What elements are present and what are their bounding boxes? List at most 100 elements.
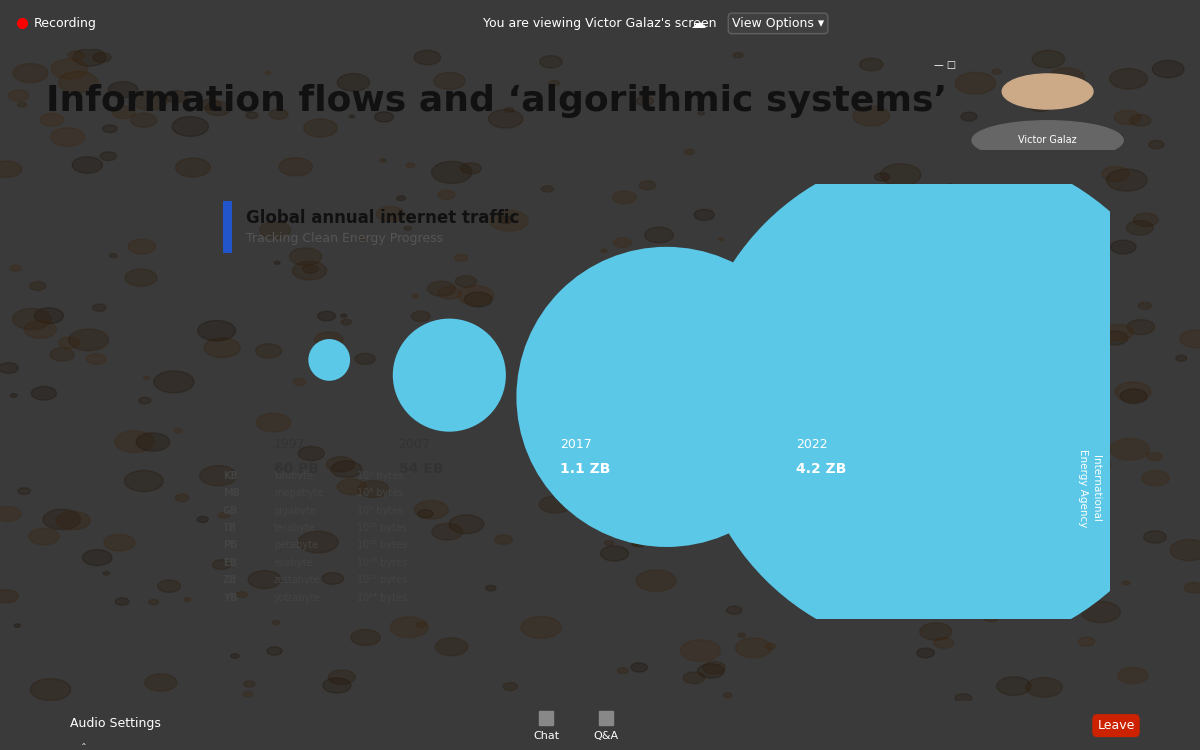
Circle shape (1127, 320, 1154, 334)
Circle shape (488, 110, 523, 128)
Circle shape (605, 301, 610, 304)
Circle shape (632, 539, 647, 547)
Circle shape (910, 433, 931, 445)
Circle shape (350, 629, 380, 646)
Circle shape (109, 254, 118, 257)
Circle shape (694, 209, 714, 220)
Circle shape (859, 370, 889, 386)
Circle shape (10, 266, 22, 272)
Circle shape (412, 311, 430, 322)
Circle shape (724, 693, 732, 698)
Circle shape (726, 606, 742, 614)
Text: 10³ bytes: 10³ bytes (356, 471, 403, 481)
Circle shape (68, 329, 108, 351)
Circle shape (103, 572, 109, 575)
Circle shape (432, 161, 472, 183)
Circle shape (272, 620, 280, 625)
Circle shape (934, 638, 954, 648)
Circle shape (703, 662, 726, 674)
Circle shape (916, 574, 931, 584)
Circle shape (550, 80, 559, 86)
Circle shape (830, 347, 846, 355)
Circle shape (1176, 356, 1187, 362)
Circle shape (374, 112, 394, 122)
Circle shape (244, 681, 256, 687)
Circle shape (18, 102, 26, 107)
Circle shape (875, 173, 889, 181)
Circle shape (738, 633, 745, 638)
Text: Q&A: Q&A (594, 731, 618, 741)
Circle shape (997, 676, 1031, 695)
Circle shape (996, 390, 1016, 400)
Circle shape (100, 152, 116, 160)
Circle shape (144, 376, 150, 380)
Circle shape (624, 421, 630, 424)
Circle shape (617, 668, 628, 674)
Circle shape (414, 50, 440, 64)
Circle shape (840, 560, 850, 565)
Text: 10⁹ bytes: 10⁹ bytes (356, 506, 403, 516)
Circle shape (0, 161, 22, 178)
Circle shape (337, 74, 370, 92)
Circle shape (59, 337, 79, 348)
Circle shape (1015, 236, 1038, 248)
Circle shape (733, 53, 743, 58)
Circle shape (1117, 668, 1148, 684)
Circle shape (125, 269, 157, 286)
Text: yottabyte: yottabyte (274, 592, 322, 603)
Circle shape (299, 531, 338, 553)
Circle shape (737, 465, 746, 470)
Text: International
Energy Agency: International Energy Agency (1078, 449, 1102, 527)
Circle shape (640, 181, 655, 190)
Circle shape (132, 91, 168, 110)
Circle shape (1084, 292, 1092, 296)
Circle shape (1134, 213, 1158, 226)
Circle shape (539, 496, 571, 513)
Text: 10²¹ bytes: 10²¹ bytes (356, 575, 407, 585)
Circle shape (198, 320, 235, 341)
Circle shape (644, 326, 680, 345)
Circle shape (694, 442, 733, 464)
Circle shape (314, 332, 343, 347)
Circle shape (946, 577, 974, 592)
Circle shape (636, 96, 654, 106)
Circle shape (14, 624, 20, 627)
Circle shape (184, 598, 191, 602)
Circle shape (505, 107, 514, 112)
Circle shape (737, 427, 761, 441)
Circle shape (944, 519, 965, 530)
Text: 2022: 2022 (796, 438, 828, 452)
Circle shape (953, 263, 983, 280)
Circle shape (355, 353, 376, 364)
Circle shape (1010, 372, 1032, 384)
Circle shape (397, 196, 406, 200)
Circle shape (1002, 74, 1093, 109)
Circle shape (197, 517, 209, 523)
Circle shape (218, 512, 229, 518)
Circle shape (30, 281, 46, 290)
Text: megabyte: megabyte (274, 488, 323, 498)
Circle shape (1027, 290, 1044, 299)
Circle shape (449, 514, 484, 533)
Circle shape (1170, 539, 1200, 560)
Circle shape (782, 340, 791, 344)
Circle shape (318, 311, 336, 321)
Circle shape (665, 382, 694, 398)
Circle shape (749, 480, 758, 485)
Circle shape (1147, 452, 1162, 460)
Text: zettabyte: zettabyte (274, 575, 320, 585)
Circle shape (438, 286, 461, 299)
Circle shape (278, 158, 312, 176)
Circle shape (149, 599, 158, 604)
Circle shape (857, 270, 862, 273)
Text: PB: PB (223, 541, 238, 550)
Circle shape (108, 82, 138, 98)
Circle shape (1009, 534, 1030, 545)
Circle shape (1014, 413, 1046, 430)
Circle shape (599, 310, 606, 315)
Text: terabyte: terabyte (274, 523, 316, 533)
Text: ZB: ZB (223, 575, 238, 585)
Circle shape (204, 338, 240, 358)
Circle shape (836, 595, 862, 609)
Ellipse shape (516, 247, 816, 547)
